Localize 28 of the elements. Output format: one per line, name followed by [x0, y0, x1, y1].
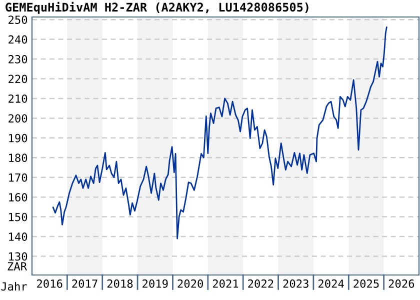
y-tick-label: 210: [8, 94, 28, 103]
x-tick-label: 2016: [37, 279, 62, 288]
chart-title: GEMEquHiDivAM H2-ZAR (A2AKY2, LU1428086505): [6, 2, 308, 14]
x-tick-label: 2020: [178, 279, 203, 288]
line-series: [52, 26, 388, 240]
x-tick-label: 2022: [248, 279, 274, 288]
y-tick-label: 130: [9, 252, 28, 261]
y-tick-label: 170: [9, 173, 28, 182]
y-tick-label: 140: [9, 232, 28, 241]
y-tick-label: 240: [8, 35, 28, 44]
y-tick-label: 180: [9, 154, 28, 162]
y-axis-title: ZAR: [8, 262, 28, 270]
x-tick-label: 2025: [354, 279, 379, 288]
x-tick-label: 2023: [283, 279, 308, 288]
x-tick-label: 2021: [212, 279, 238, 288]
y-tick-label: 230: [8, 55, 28, 64]
y-tick-label: 160: [9, 193, 28, 202]
y-tick-label: 150: [9, 212, 28, 222]
x-tick-label: 2024: [318, 279, 344, 288]
y-tick-label: 250: [8, 16, 28, 24]
y-tick-label: 200: [8, 114, 28, 123]
x-tick-label: 2019: [142, 279, 168, 288]
x-tick-label: 2018: [107, 279, 133, 288]
x-tick-label: 2017: [72, 279, 98, 288]
y-tick-label: 220: [8, 74, 28, 84]
y-tick-label: 190: [9, 134, 28, 142]
x-tick-label: 2026: [388, 279, 414, 288]
x-axis-title: Jahr: [1, 282, 27, 291]
